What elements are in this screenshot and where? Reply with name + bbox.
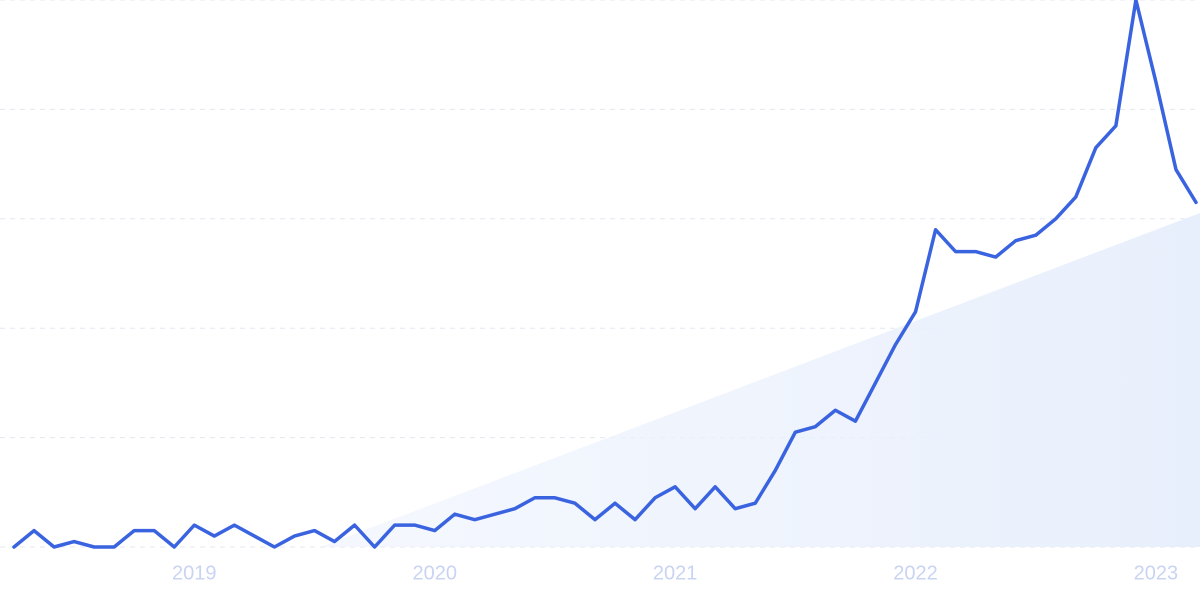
trend-area (320, 213, 1200, 547)
x-tick-label: 2019 (172, 562, 217, 584)
x-tick-label: 2020 (412, 562, 457, 584)
x-tick-label: 2021 (653, 562, 698, 584)
trend-line (12, 0, 1198, 549)
x-tick-label: 2023 (1134, 562, 1179, 584)
x-tick-label: 2022 (893, 562, 938, 584)
